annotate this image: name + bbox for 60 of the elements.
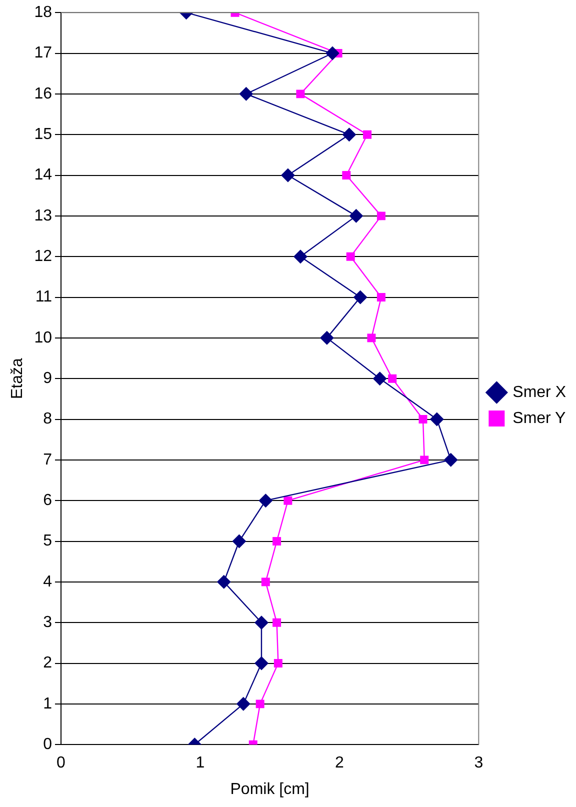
point [320, 330, 334, 345]
y-tick-label: 0 [43, 736, 52, 754]
x-tick-label: 1 [196, 754, 205, 772]
point [444, 452, 458, 467]
y-axis-title: Etaža [9, 358, 26, 400]
y-tick-label: 18 [34, 4, 52, 22]
y-tick-label: 3 [43, 614, 52, 632]
point [363, 130, 372, 139]
y-tick-label: 13 [34, 207, 52, 224]
point [296, 90, 305, 98]
y-tick-label: 10 [34, 329, 52, 346]
point [239, 86, 254, 101]
point [349, 208, 364, 223]
y-tick-label: 2 [43, 654, 52, 672]
y-tick-label: 9 [43, 370, 52, 388]
y-tick-label: 14 [34, 166, 52, 184]
point [280, 168, 295, 182]
point [232, 534, 246, 548]
point [254, 616, 268, 630]
point [254, 656, 268, 670]
x-tick-label: 2 [334, 754, 344, 772]
point [376, 293, 386, 302]
legend-label: Smer Y [512, 410, 566, 427]
x-tick-label: 0 [56, 754, 66, 772]
point [293, 250, 308, 264]
point [272, 618, 282, 627]
point [258, 494, 273, 508]
y-tick-label: 5 [43, 532, 52, 550]
point [325, 46, 340, 60]
point [216, 574, 231, 589]
point [372, 372, 387, 386]
y-tick-label: 8 [43, 410, 52, 428]
y-tick-label: 16 [34, 85, 52, 102]
x-axis-title: Pomik [cm] [230, 780, 310, 798]
point [420, 456, 429, 464]
x-tick-label: 3 [474, 754, 484, 772]
point [346, 252, 355, 261]
point [272, 537, 282, 546]
point [256, 700, 264, 708]
point [418, 415, 428, 424]
y-tick-label: 1 [43, 695, 52, 712]
point [274, 659, 282, 668]
y-tick-label: 17 [34, 44, 52, 62]
y-tick-label: 7 [43, 451, 52, 468]
point [353, 290, 368, 304]
y-tick-label: 6 [43, 492, 52, 510]
y-tick-label: 4 [43, 573, 52, 590]
point [236, 696, 250, 711]
point [342, 171, 351, 180]
point [367, 334, 376, 342]
y-tick-label: 11 [35, 288, 52, 306]
point [376, 212, 386, 220]
point [342, 128, 356, 142]
y-tick-label: 15 [34, 126, 52, 144]
point [388, 374, 397, 383]
point [284, 496, 292, 505]
y-tick-label: 12 [34, 248, 52, 266]
legend-label: Smer X [512, 384, 566, 401]
point [261, 578, 270, 586]
point [430, 412, 444, 426]
